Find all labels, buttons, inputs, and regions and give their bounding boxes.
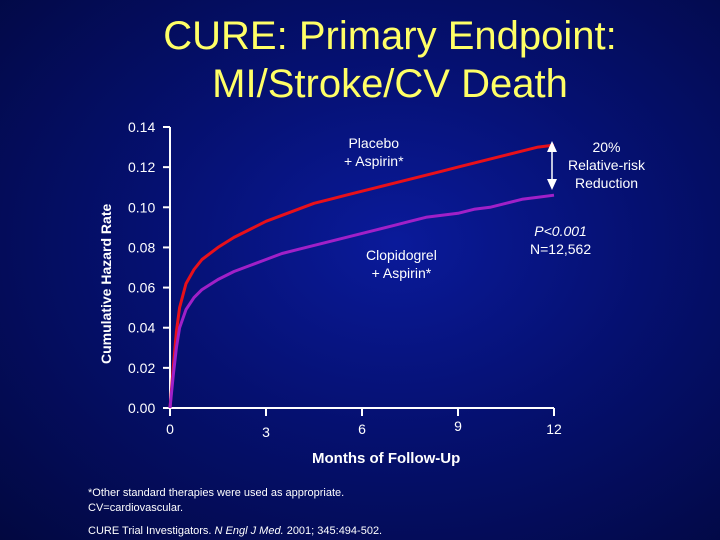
rrr-label: 20% Relative-risk Reduction xyxy=(568,139,646,191)
title-line-2: MI/Stroke/CV Death xyxy=(212,62,568,106)
clopidogrel-series-line xyxy=(168,193,555,409)
x-tick-label: 9 xyxy=(454,418,462,434)
footer: *Other standard therapies were used as a… xyxy=(88,486,382,539)
y-ticks: 0.00 0.02 0.04 0.06 0.08 0.10 0.12 0.14 xyxy=(128,119,170,416)
y-tick-label: 0.00 xyxy=(128,400,155,416)
y-tick-label: 0.10 xyxy=(128,199,155,215)
x-axis-label: Months of Follow-Up xyxy=(312,450,461,467)
placebo-label: Placebo + Aspirin* xyxy=(344,135,404,169)
rrr-arrow xyxy=(547,141,557,190)
y-tick-label: 0.08 xyxy=(128,239,155,255)
x-tick-label: 12 xyxy=(546,421,562,437)
slide-title: CURE: Primary Endpoint: MI/Stroke/CV Dea… xyxy=(100,12,680,108)
y-tick-label: 0.04 xyxy=(128,320,155,336)
y-tick-label: 0.14 xyxy=(128,119,155,135)
footnote-2: CV=cardiovascular. xyxy=(88,502,184,514)
series-lines xyxy=(168,143,555,409)
title-line-1: CURE: Primary Endpoint: xyxy=(163,14,617,58)
citation: CURE Trial Investigators. N Engl J Med. … xyxy=(88,525,383,537)
x-tick-label: 0 xyxy=(166,421,174,437)
p-value: P<0.001 xyxy=(534,223,587,239)
x-tick-label: 6 xyxy=(358,421,366,437)
stats-label: P<0.001 N=12,562 xyxy=(530,222,591,258)
x-ticks: 0 3 6 9 12 xyxy=(166,408,562,440)
x-tick-label: 3 xyxy=(262,424,270,440)
y-tick-label: 0.06 xyxy=(128,280,155,296)
y-tick-label: 0.02 xyxy=(128,360,155,376)
placebo-series-line xyxy=(168,143,555,409)
clopidogrel-label: Clopidogrel + Aspirin* xyxy=(366,247,437,281)
n-value: N=12,562 xyxy=(530,241,592,257)
footnote-1: *Other standard therapies were used as a… xyxy=(88,487,345,499)
y-tick-label: 0.12 xyxy=(128,159,155,175)
y-axis-label: Cumulative Hazard Rate xyxy=(98,203,114,364)
